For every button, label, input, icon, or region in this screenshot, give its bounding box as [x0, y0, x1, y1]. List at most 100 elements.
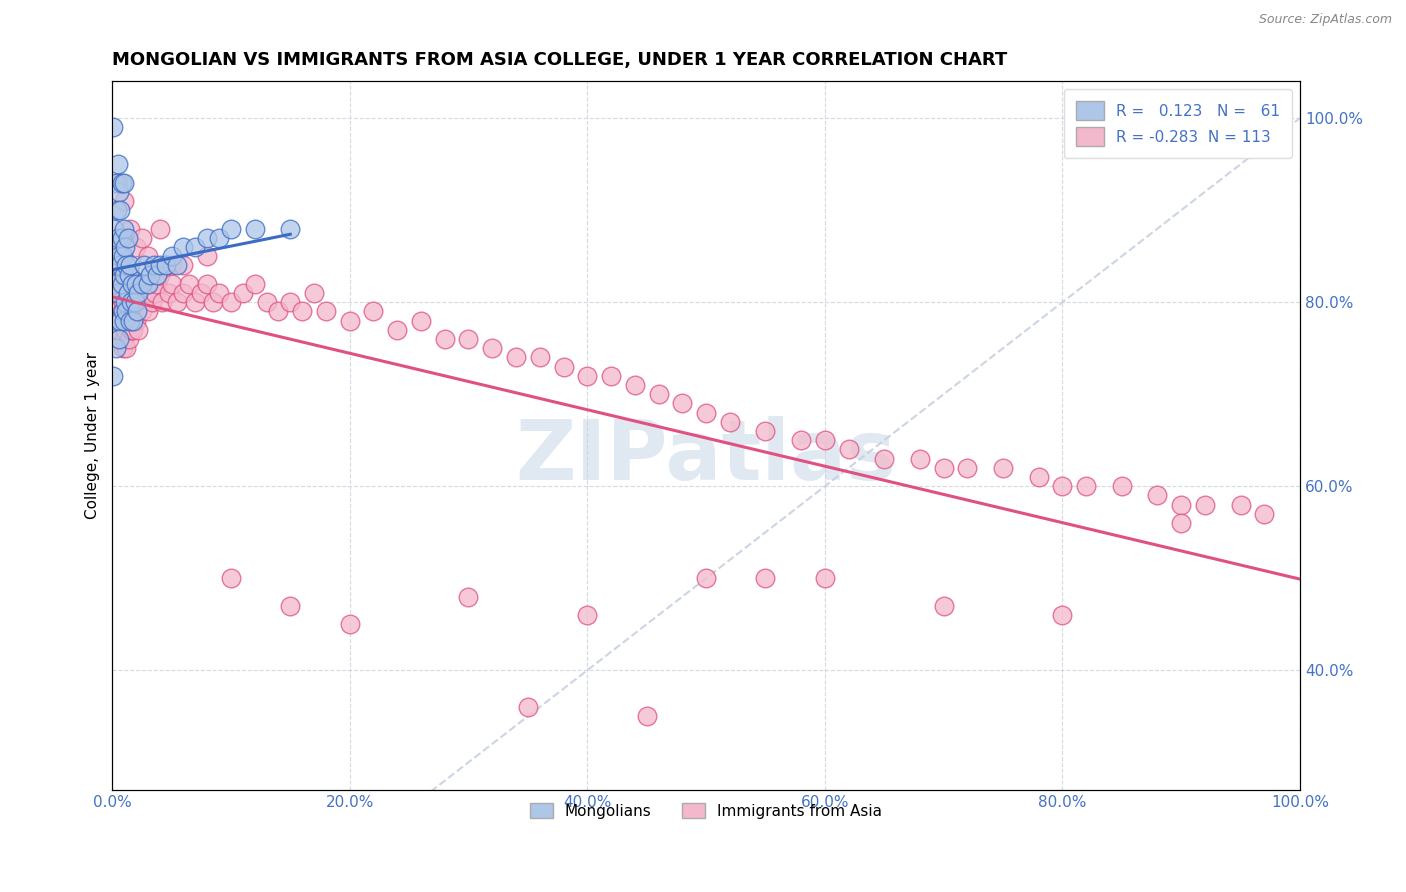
Point — [125, 277, 148, 291]
Point — [112, 268, 135, 282]
Point — [115, 304, 138, 318]
Point — [136, 249, 159, 263]
Point — [124, 277, 146, 291]
Point — [142, 259, 165, 273]
Point — [139, 277, 162, 291]
Point — [1146, 488, 1168, 502]
Point — [122, 313, 145, 327]
Point — [457, 332, 479, 346]
Point — [814, 571, 837, 585]
Point — [120, 323, 142, 337]
Point — [160, 249, 183, 263]
Point — [107, 285, 129, 300]
Point — [108, 332, 131, 346]
Point — [105, 313, 128, 327]
Point — [107, 231, 129, 245]
Point — [146, 268, 169, 282]
Point — [873, 451, 896, 466]
Point — [115, 295, 138, 310]
Point — [108, 249, 131, 263]
Point — [195, 231, 218, 245]
Point — [111, 304, 134, 318]
Point — [243, 277, 266, 291]
Point — [172, 240, 194, 254]
Point — [166, 295, 188, 310]
Point — [118, 313, 141, 327]
Point — [160, 277, 183, 291]
Point — [576, 368, 599, 383]
Point — [112, 332, 135, 346]
Point — [172, 259, 194, 273]
Point — [110, 313, 132, 327]
Point — [125, 313, 148, 327]
Point — [125, 304, 148, 318]
Point — [125, 295, 148, 310]
Point — [267, 304, 290, 318]
Point — [110, 313, 132, 327]
Point — [600, 368, 623, 383]
Point — [576, 608, 599, 623]
Point — [108, 185, 131, 199]
Point — [107, 157, 129, 171]
Point — [118, 221, 141, 235]
Point — [1052, 608, 1074, 623]
Point — [516, 700, 538, 714]
Point — [155, 259, 177, 273]
Point — [363, 304, 385, 318]
Point — [112, 221, 135, 235]
Point — [127, 285, 149, 300]
Point — [114, 295, 136, 310]
Point — [131, 277, 153, 291]
Point — [104, 285, 127, 300]
Point — [179, 277, 201, 291]
Point — [112, 313, 135, 327]
Point — [838, 442, 860, 457]
Point — [136, 304, 159, 318]
Point — [315, 304, 337, 318]
Point — [1229, 498, 1251, 512]
Point — [127, 323, 149, 337]
Point — [104, 176, 127, 190]
Point — [481, 341, 503, 355]
Point — [155, 259, 177, 273]
Point — [115, 341, 138, 355]
Point — [932, 460, 955, 475]
Point — [718, 415, 741, 429]
Point — [184, 240, 207, 254]
Point — [105, 203, 128, 218]
Point — [125, 240, 148, 254]
Point — [932, 599, 955, 613]
Point — [814, 434, 837, 448]
Point — [278, 221, 301, 235]
Point — [103, 368, 125, 383]
Point — [754, 424, 776, 438]
Point — [110, 203, 132, 218]
Point — [302, 285, 325, 300]
Point — [208, 285, 231, 300]
Point — [110, 304, 132, 318]
Point — [256, 295, 278, 310]
Point — [149, 259, 172, 273]
Point — [112, 176, 135, 190]
Point — [956, 460, 979, 475]
Point — [409, 313, 432, 327]
Point — [112, 285, 135, 300]
Point — [529, 351, 551, 365]
Point — [110, 231, 132, 245]
Point — [117, 285, 139, 300]
Point — [219, 221, 242, 235]
Point — [134, 285, 156, 300]
Point — [219, 295, 242, 310]
Point — [150, 295, 173, 310]
Point — [1028, 470, 1050, 484]
Point — [110, 268, 132, 282]
Point — [623, 378, 645, 392]
Point — [339, 617, 361, 632]
Legend: Mongolians, Immigrants from Asia: Mongolians, Immigrants from Asia — [523, 797, 889, 825]
Point — [112, 194, 135, 208]
Point — [647, 387, 669, 401]
Point — [1253, 507, 1275, 521]
Point — [111, 249, 134, 263]
Point — [232, 285, 254, 300]
Point — [1170, 498, 1192, 512]
